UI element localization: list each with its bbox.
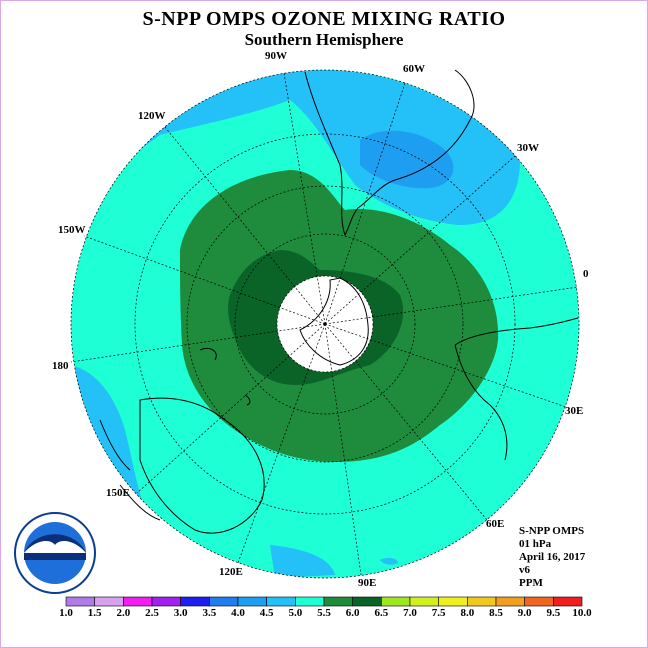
coastlines [99,69,579,534]
colorbar-tick-label: 1.0 [59,607,73,619]
colorbar-swatch [209,596,239,607]
meridian-label-60e: 60E [486,518,505,530]
map-title: S-NPP OMPS OZONE MIXING RATIO [142,8,506,30]
colorbar-swatch [409,596,439,607]
ozone-region-light-blue-south [270,545,335,578]
meridian-label-90w: 90W [265,50,287,62]
colorbar-swatch [352,596,382,607]
colorbar-swatch [123,596,153,607]
colorbar-tick-label: 4.5 [259,607,274,619]
meridian-label-120w: 120W [138,110,166,122]
colorbar-tick-label: 5.5 [317,607,331,619]
colorbar-tick-label: 5.0 [288,607,303,619]
colorbar-tick-label: 6.5 [374,607,389,619]
colorbar-tick-label: 2.5 [145,607,159,619]
coast-africa [454,317,579,461]
colorbar-tick-label: 7.0 [403,607,417,619]
colorbar-swatch [467,596,497,607]
svg-text:NOAA: NOAA [39,542,71,554]
colorbar-swatch [495,596,525,607]
meridian-label-150e: 150E [106,487,130,499]
colorbar-swatch [151,596,181,607]
ozone-region-blue [360,130,454,189]
meridian-label-60w: 60W [403,63,425,75]
colorbar-tick-label: 1.5 [87,607,102,619]
colorbar-tick-label: 3.5 [202,607,217,619]
colorbar-tick-label: 10.0 [572,607,592,619]
colorbar-swatch [266,596,296,607]
meridian-lines [70,72,579,576]
info-instrument: S-NPP OMPS [519,525,585,537]
product-info: S-NPP OMPS 01 hPa April 16, 2017 v6 PPM [519,525,585,590]
colorbar-swatch [381,596,411,607]
coast-antarctic-peninsula [299,277,369,366]
coast-australia [139,397,265,534]
colorbar-swatch [295,596,325,607]
colorbar-tick-label: 2.0 [116,607,131,619]
colorbar-swatch [94,596,124,607]
noaa-logo: NOAA [14,512,96,594]
colorbar-swatch [65,596,95,607]
meridian-label-30w: 30W [517,142,539,154]
meridian-label-150w: 150W [58,224,86,236]
coast-islands [199,347,251,406]
meridian-label-120e: 120E [219,566,243,578]
colorbar-swatch [524,596,554,607]
colorbar-tick-label: 8.5 [489,607,503,619]
meridian-label-90e: 90E [358,577,377,589]
colorbar-tick-label: 4.0 [231,607,245,619]
colorbar-tick-label: 9.0 [517,607,532,619]
meridian-label-0: 0 [583,268,589,280]
meridian-label-30e: 30E [565,405,584,417]
coast-south-america [304,69,475,237]
colorbar-swatch [553,596,583,607]
colorbar-tick-label: 6.0 [345,607,360,619]
ozone-region-light-blue-spot [380,557,398,565]
colorbar-tick-label: 7.5 [431,607,446,619]
colorbar-tick-label: 3.0 [173,607,188,619]
info-version: v6 [519,564,530,576]
meridian-label-180: 180 [52,360,69,372]
info-units: PPM [519,577,543,589]
coast-new-zealand [99,419,161,521]
colorbar-tick-label: 9.5 [546,607,561,619]
colorbar-swatch [237,596,267,607]
info-date: April 16, 2017 [519,551,586,563]
colorbar-swatch [323,596,353,607]
colorbar-swatch [438,596,468,607]
south-pole-marker [323,322,327,326]
info-level: 01 hPa [519,538,552,550]
latitude-circles [70,69,580,579]
colorbar-tick-label: 8.0 [460,607,475,619]
colorbar-swatch [180,596,210,607]
map-subtitle: Southern Hemisphere [244,30,404,49]
